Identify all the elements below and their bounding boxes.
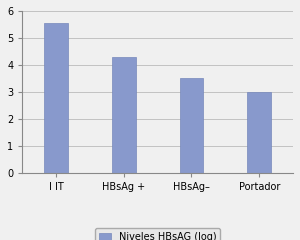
Legend: Niveles HBsAG (log): Niveles HBsAG (log)	[95, 228, 220, 240]
Bar	[248, 92, 271, 173]
Bar	[180, 78, 203, 173]
Bar	[112, 57, 136, 173]
Bar	[44, 23, 68, 173]
